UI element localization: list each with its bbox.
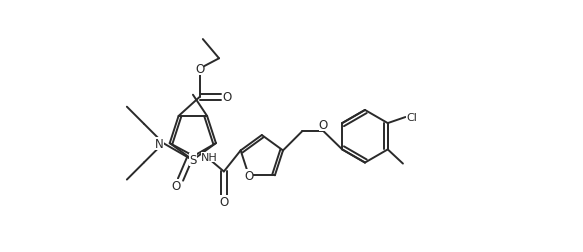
Text: S: S xyxy=(189,154,196,167)
Text: O: O xyxy=(244,169,254,182)
Text: O: O xyxy=(223,91,232,104)
Text: O: O xyxy=(195,63,205,76)
Text: O: O xyxy=(319,119,328,132)
Text: Cl: Cl xyxy=(406,113,417,122)
Text: N: N xyxy=(155,137,164,150)
Text: O: O xyxy=(172,179,181,192)
Text: NH: NH xyxy=(201,153,218,163)
Text: O: O xyxy=(219,196,229,208)
